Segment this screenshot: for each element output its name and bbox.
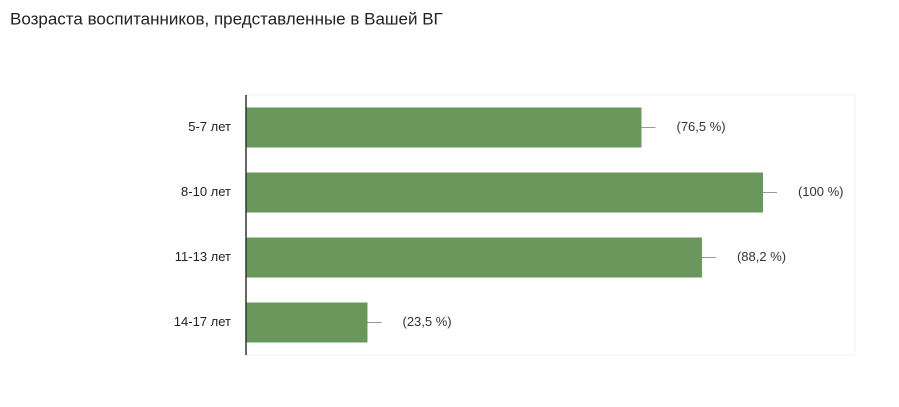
- bar: [246, 237, 702, 278]
- chart-title: Возраста воспитанников, представленные в…: [10, 9, 443, 28]
- value-label: (23,5 %): [402, 314, 451, 329]
- y-tick-label: 8-10 лет: [181, 184, 231, 199]
- bar: [246, 172, 763, 213]
- bar: [246, 302, 368, 343]
- y-tick-label: 5-7 лет: [188, 119, 231, 134]
- value-label: (88,2 %): [737, 249, 786, 264]
- y-tick-label: 11-13 лет: [175, 249, 231, 264]
- value-label: (76,5 %): [676, 119, 725, 134]
- value-label: (100 %): [798, 184, 844, 199]
- bar: [246, 107, 642, 148]
- y-tick-label: 14-17 лет: [174, 314, 231, 329]
